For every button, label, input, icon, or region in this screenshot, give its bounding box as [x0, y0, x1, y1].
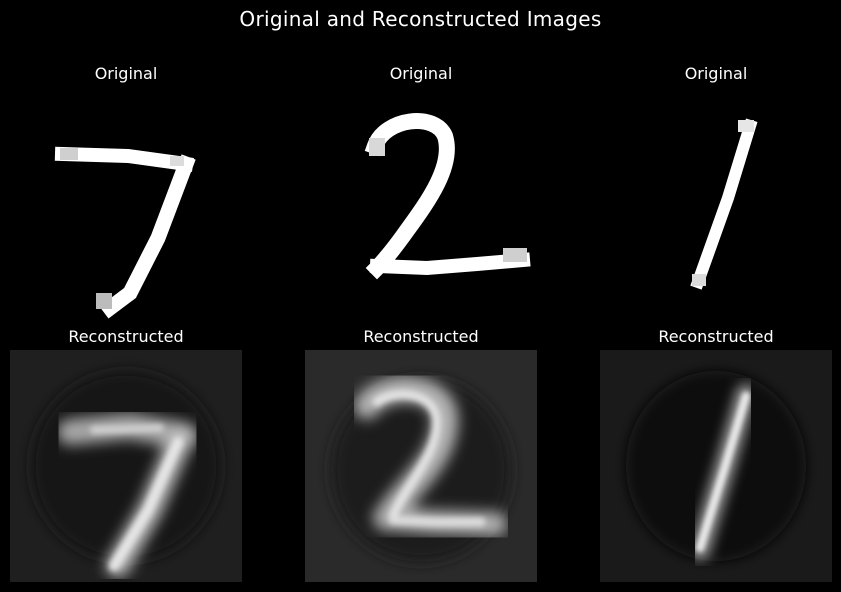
panel-title-reconstructed-7: Reconstructed: [68, 327, 184, 346]
panel-title-original-2: Original: [389, 64, 453, 83]
figure-title: Original and Reconstructed Images: [239, 7, 602, 31]
original-image-1: [600, 88, 832, 320]
reconstructed-image-1: [600, 350, 832, 582]
panel-title-reconstructed-1: Reconstructed: [658, 327, 774, 346]
panel-title-reconstructed-2: Reconstructed: [363, 327, 479, 346]
original-image-7: [10, 88, 242, 320]
reconstructed-image-7: [10, 350, 242, 582]
panel-title-original-7: Original: [94, 64, 158, 83]
original-image-2: [305, 88, 537, 320]
panel-title-original-1: Original: [684, 64, 748, 83]
reconstructed-image-2: [305, 350, 537, 582]
